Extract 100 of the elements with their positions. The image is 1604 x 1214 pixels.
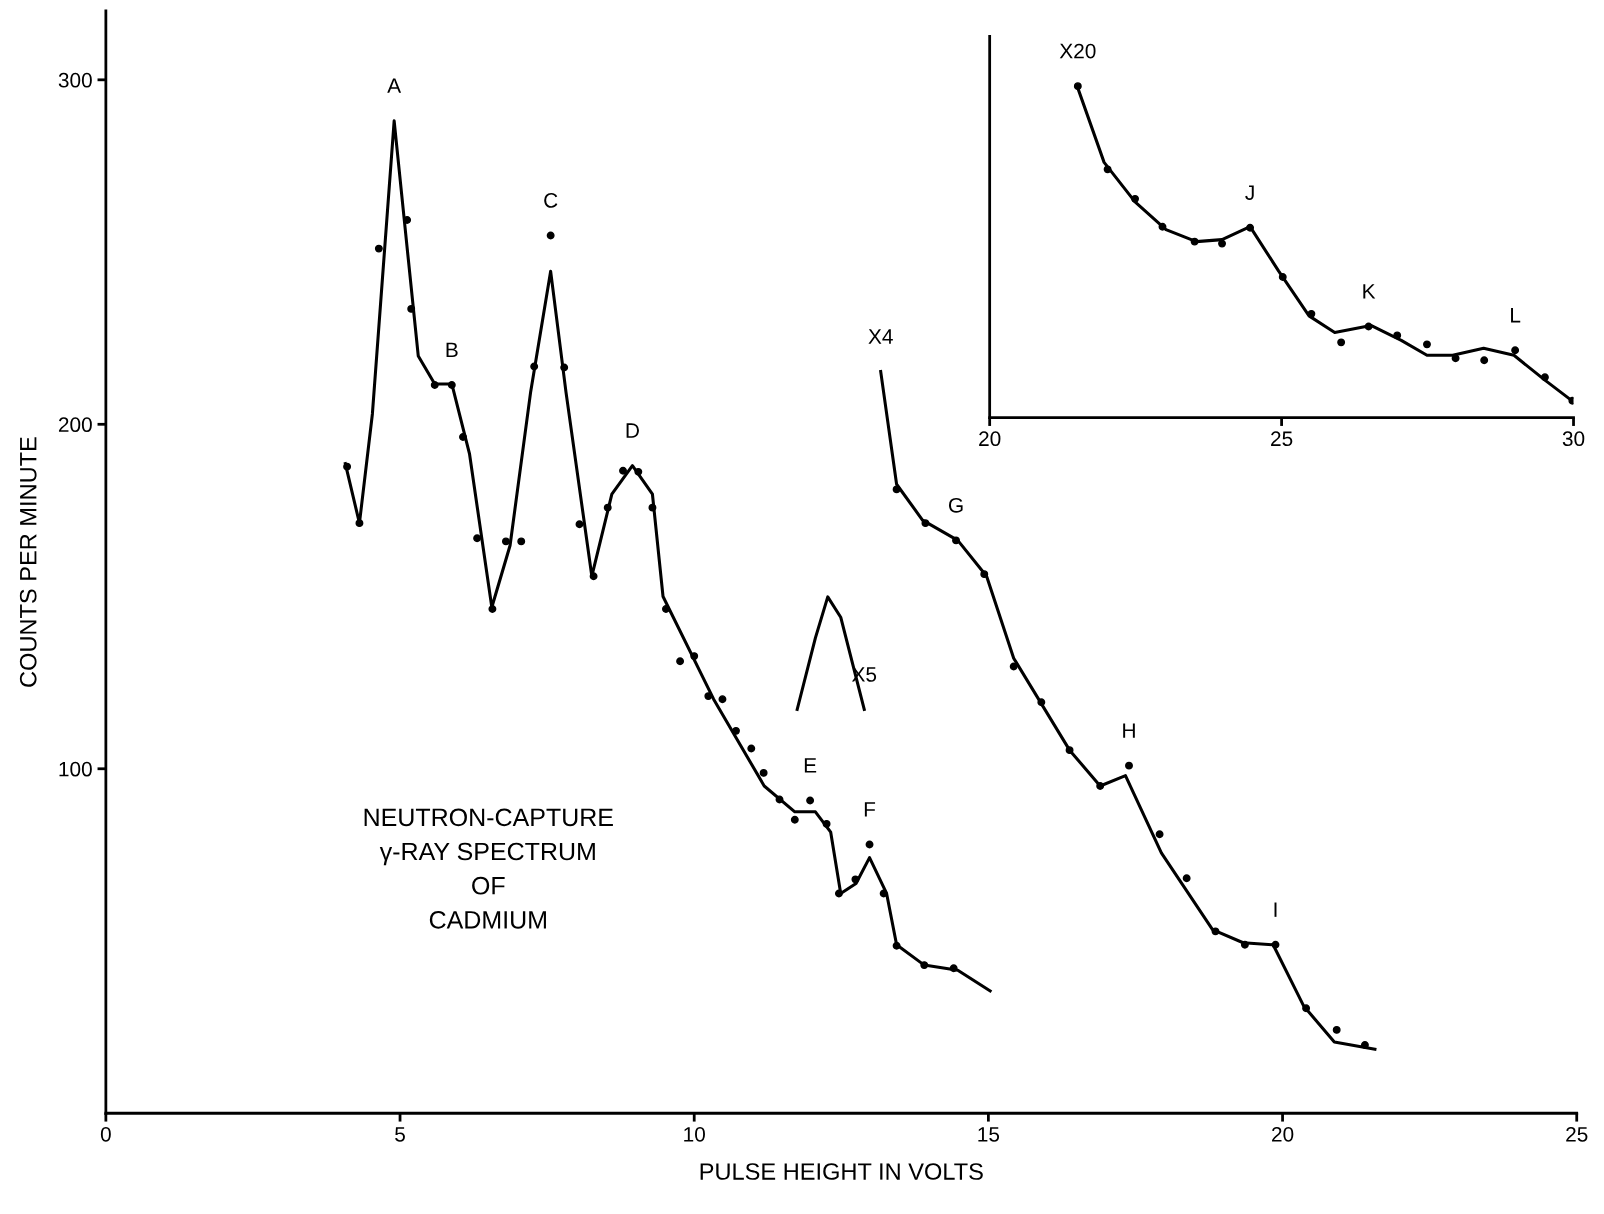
point (575, 520, 584, 529)
annotation: B (446, 342, 458, 358)
point (892, 941, 901, 950)
point (1073, 82, 1082, 91)
point (834, 889, 843, 898)
point (1182, 874, 1191, 883)
point (530, 362, 539, 371)
annotation: H (1123, 723, 1135, 738)
point (1125, 761, 1133, 770)
point (343, 462, 352, 471)
point (704, 692, 713, 701)
point (603, 503, 612, 512)
point (1240, 940, 1249, 949)
point (374, 244, 383, 253)
annotation: G (948, 497, 963, 513)
point (1302, 1004, 1311, 1013)
point (589, 572, 598, 581)
annotation: NEUTRON-CAPTURE γ-RAY SPECTRUM OF CADMIUM (364, 808, 613, 929)
point (619, 466, 627, 475)
x-tick-label: 15 (978, 1127, 1000, 1142)
point (488, 604, 497, 613)
y-tick-label: 200 (58, 417, 92, 433)
point (676, 657, 685, 666)
point (1278, 273, 1287, 282)
annotation: X4 (868, 329, 893, 344)
point (879, 889, 888, 898)
point (648, 503, 657, 512)
x-tick-label: 10 (684, 1126, 705, 1142)
point (747, 744, 756, 753)
x-tick-label: 20 (979, 431, 1001, 447)
y-axis-title: COUNTS PER MINUTE (19, 437, 37, 687)
y-tick-label: 100 (59, 761, 92, 777)
x-tick-label: 25 (1566, 1126, 1588, 1142)
annotation: F (864, 802, 876, 817)
annotation: X20 (1059, 43, 1096, 59)
point (1540, 373, 1549, 382)
point (806, 796, 815, 805)
annotation: J (1245, 185, 1254, 200)
annotation: L (1511, 308, 1521, 323)
point (775, 795, 784, 804)
point (517, 537, 526, 546)
point (690, 652, 699, 661)
annotation: E (804, 758, 817, 773)
point (920, 961, 929, 970)
point (892, 485, 901, 494)
point (546, 231, 555, 240)
line-series (879, 370, 1377, 1051)
point (1131, 194, 1140, 203)
x-tick-label: 25 (1271, 431, 1293, 447)
point (355, 519, 364, 528)
point (1480, 356, 1489, 365)
x-tick-label: 0 (100, 1126, 111, 1142)
point (1271, 940, 1280, 949)
point (790, 815, 799, 824)
y-tick-label: 300 (58, 72, 92, 88)
point (1332, 1025, 1341, 1034)
point (1337, 338, 1346, 347)
x-tick-label: 30 (1562, 431, 1585, 447)
point (1307, 309, 1316, 318)
point (851, 875, 860, 884)
annotation: C (544, 193, 558, 208)
point (865, 840, 874, 849)
point (1096, 782, 1105, 790)
point (822, 819, 831, 828)
point (473, 534, 482, 543)
point (1246, 223, 1255, 232)
point (1190, 237, 1199, 246)
point (560, 363, 569, 372)
point (407, 304, 416, 313)
point (1218, 239, 1226, 248)
point (1364, 322, 1373, 331)
point (952, 536, 960, 545)
point (501, 537, 510, 546)
point (759, 768, 768, 777)
point (447, 381, 456, 389)
point (980, 570, 989, 579)
annotation: A (387, 78, 402, 93)
point (1103, 165, 1112, 174)
point (1511, 346, 1520, 355)
annotation: I (1274, 902, 1277, 917)
point (634, 467, 643, 476)
point (459, 433, 467, 441)
point (1065, 746, 1074, 755)
point (1393, 331, 1402, 340)
point (1211, 927, 1220, 936)
x-tick-label: 20 (1272, 1126, 1294, 1142)
x-axis-title: PULSE HEIGHT IN VOLTS (700, 1163, 983, 1180)
point (1451, 354, 1460, 363)
point (732, 726, 740, 735)
point (1037, 698, 1046, 707)
point (949, 964, 958, 973)
point (1009, 662, 1018, 671)
annotation: K (1363, 284, 1376, 299)
point (1423, 340, 1431, 349)
point (921, 519, 930, 528)
point (430, 381, 439, 389)
annotation: D (626, 423, 639, 438)
point (1155, 830, 1164, 839)
point (1360, 1041, 1369, 1049)
x-tick-label: 5 (395, 1127, 405, 1142)
